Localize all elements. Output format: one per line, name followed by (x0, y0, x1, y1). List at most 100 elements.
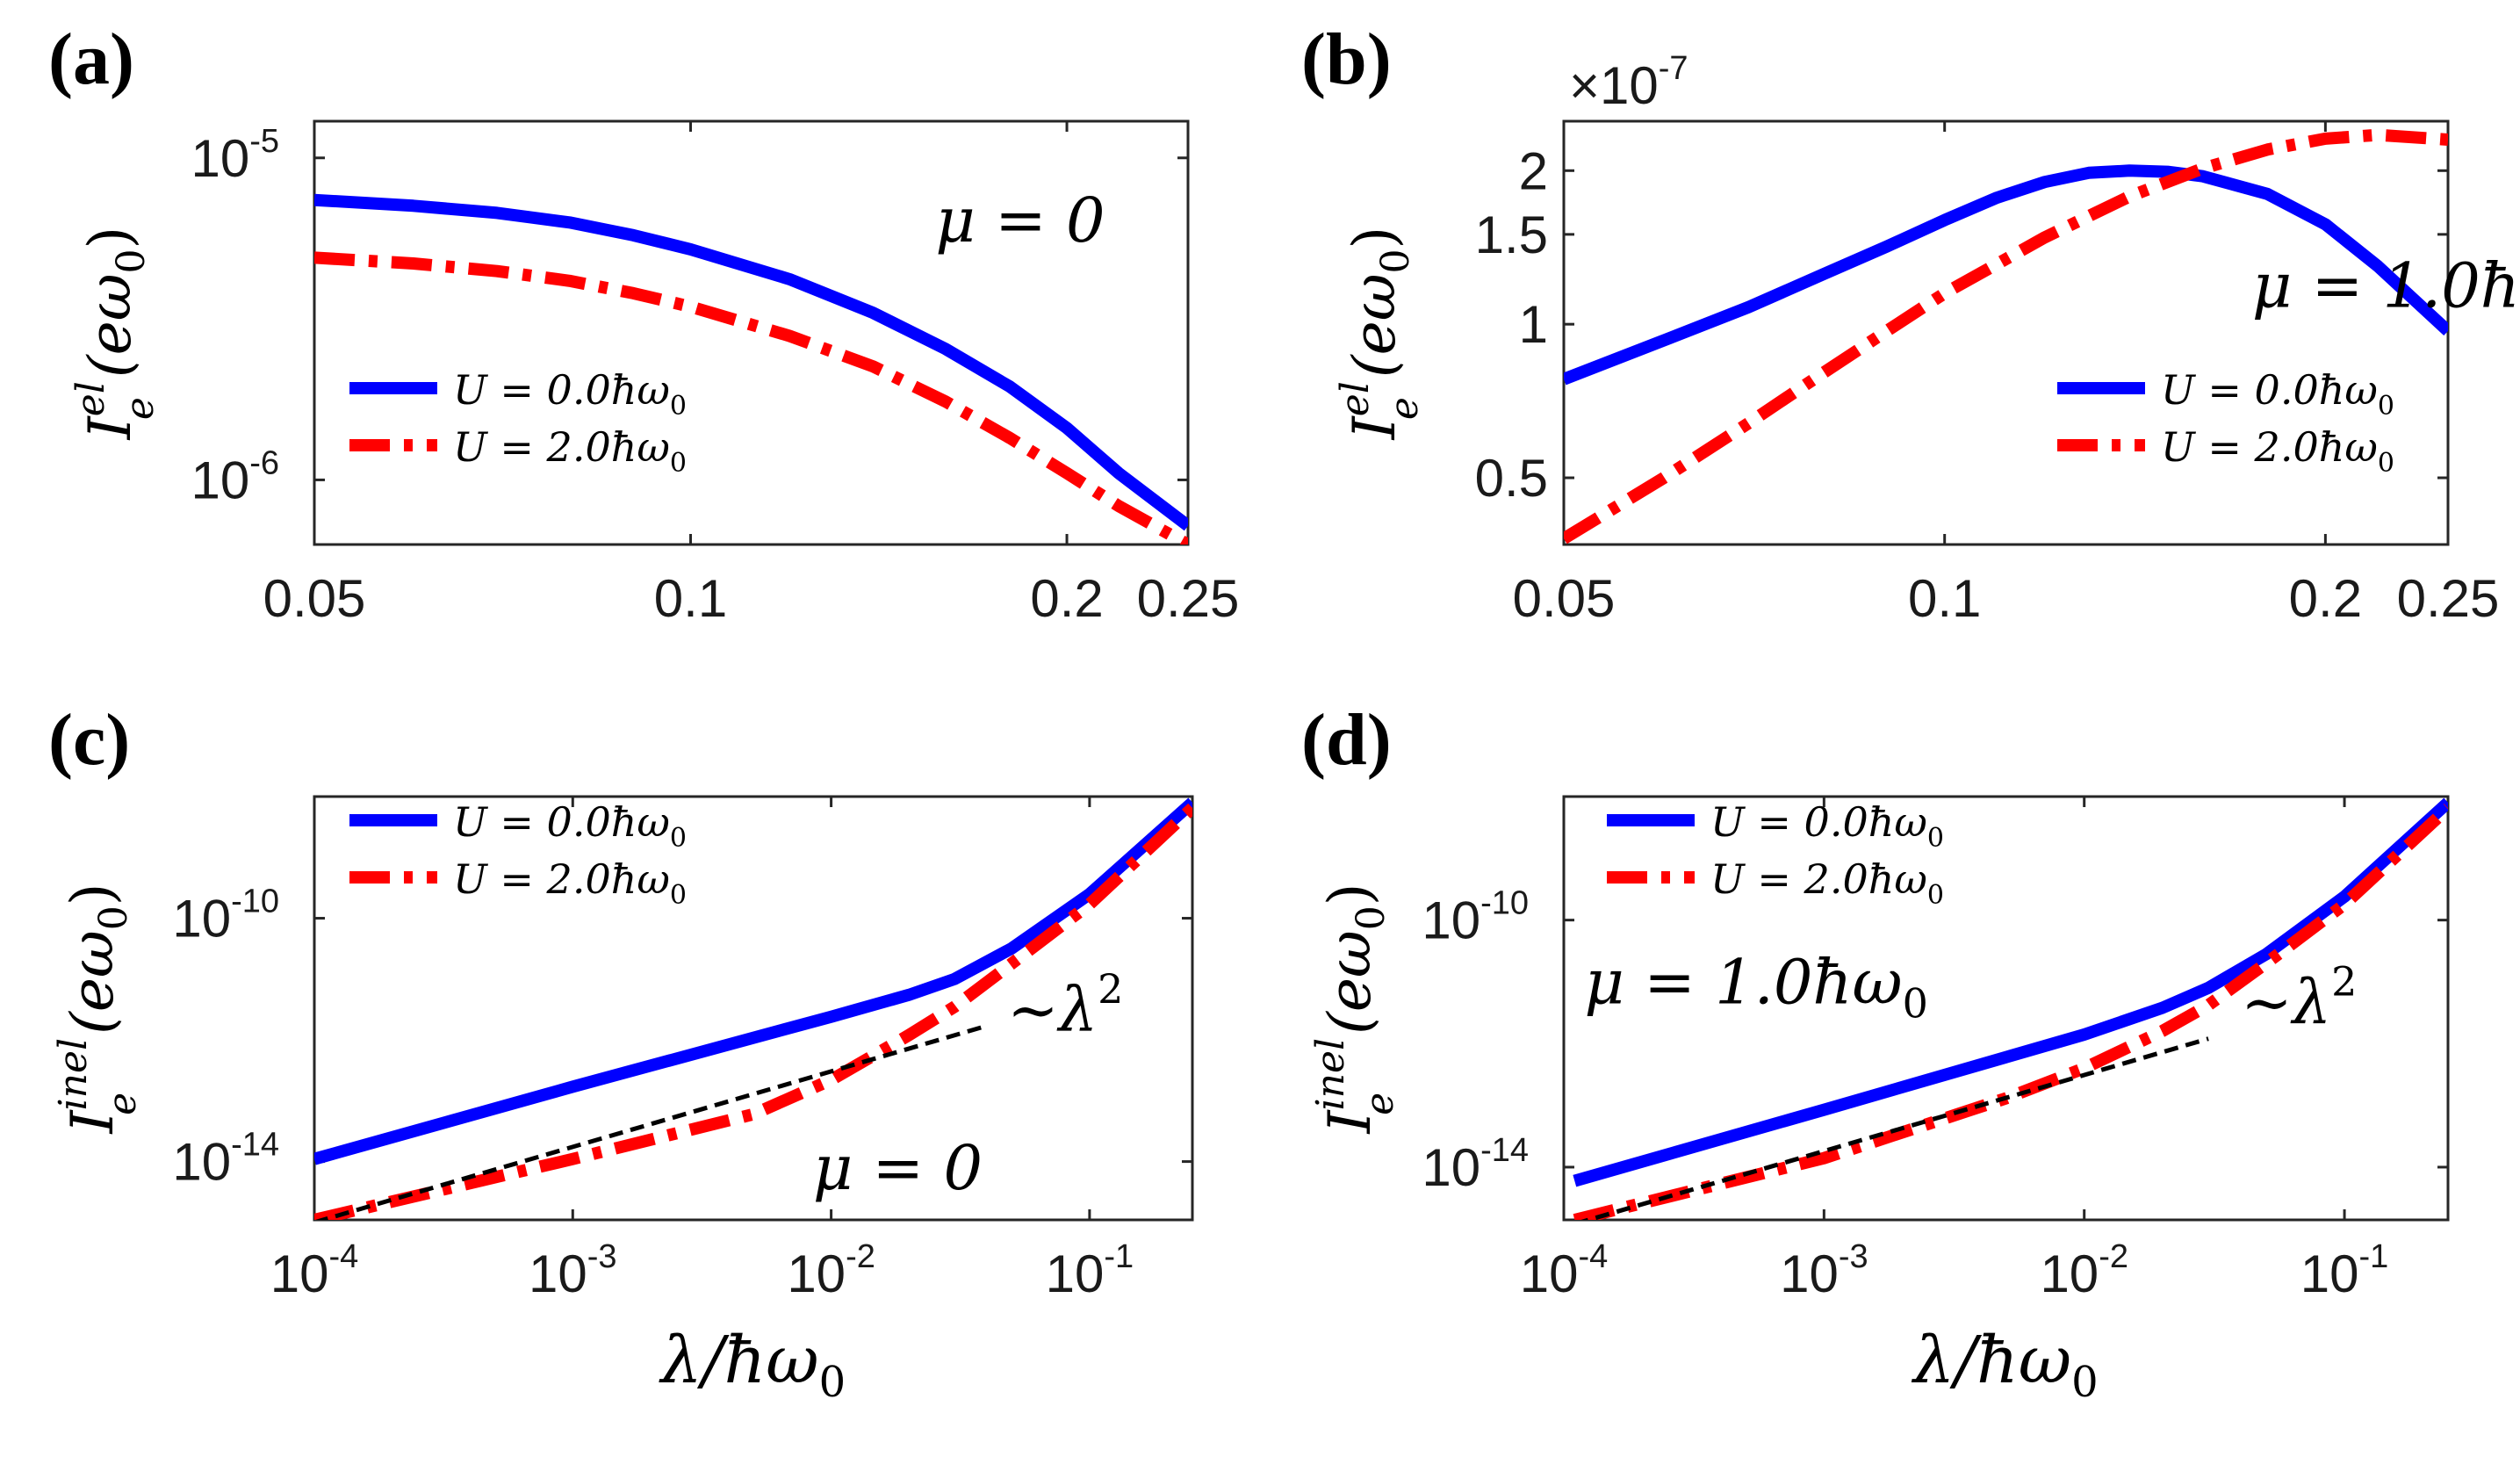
annotation: μ = 1.0ħω0 (2252, 250, 2520, 331)
legend-entry: U = 0.0ħω0 (1710, 798, 1944, 854)
tick-exp: -10 (1480, 885, 1529, 922)
axes-box (313, 119, 1190, 546)
x-tick-label: 0.2 (1030, 569, 1103, 628)
legend-entry: U = 0.0ħω0 (2161, 366, 2394, 422)
x-tick-label: 10-2 (2040, 1238, 2128, 1303)
annotation-text: ~λ (2241, 967, 2331, 1039)
multiplier-exp: -7 (1659, 50, 1688, 87)
tick-base: 10 (787, 1244, 846, 1303)
legend-sub: 0 (2378, 448, 2394, 479)
tick-exp: -4 (328, 1238, 358, 1275)
ylabel-close: ) (1316, 883, 1384, 905)
ylabel-arg: (eω (1316, 930, 1384, 1035)
series-line-u2 (1564, 128, 2448, 545)
legend-text: U = 2.0ħω (453, 423, 670, 471)
legend-text: U = 2.0ħω (453, 855, 670, 903)
y-tick-label: 10-14 (1422, 1132, 1529, 1197)
annotation-text: μ = 0 (935, 184, 1105, 256)
legend-sub: 0 (1927, 880, 1944, 911)
series-line-fit (1580, 1036, 2209, 1220)
legend-sub: 0 (670, 391, 687, 422)
tick-base: 10 (191, 451, 249, 509)
x-tick-label: 0.05 (263, 569, 366, 628)
ylabel-sup: el (1333, 381, 1378, 416)
tick-base: 10 (172, 890, 231, 948)
tick-base: 10 (1422, 1138, 1480, 1197)
legend-sub: 0 (670, 880, 687, 911)
tick-base: 10 (1520, 1244, 1579, 1303)
x-tick-label: 10-4 (1520, 1238, 1609, 1303)
y-tick-label: 10-10 (1422, 885, 1529, 950)
annotation: μ = 0 (813, 1132, 983, 1204)
ylabel-arg: (eω (1341, 273, 1408, 378)
legend-entry: U = 2.0ħω0 (453, 855, 687, 911)
xlabel-sub: 0 (819, 1358, 846, 1407)
ylabel-close: ) (1341, 227, 1408, 249)
series-line-u0 (314, 193, 1188, 531)
xlabel-main: λ/ħω (659, 1323, 819, 1398)
annotation-sup: 2 (1098, 965, 1123, 1013)
x-tick-label: 10-4 (270, 1238, 359, 1303)
annotation-text: μ = 0 (813, 1132, 983, 1204)
x-tick-label: 10-3 (1780, 1238, 1868, 1303)
legend-sub: 0 (670, 823, 687, 854)
tick-exp: -3 (1839, 1238, 1868, 1275)
y-tick-label: 0.5 (1475, 449, 1548, 508)
panel-label: (a) (48, 18, 134, 100)
annotation-sup: 2 (2331, 958, 2357, 1006)
panel-label: (d) (1301, 699, 1392, 781)
legend-text: U = 2.0ħω (2161, 423, 2378, 471)
tick-base: 10 (172, 1133, 231, 1192)
x-tick-label: 0.25 (1137, 569, 1240, 628)
x-tick-label: 0.1 (654, 569, 727, 628)
legend-entry: U = 2.0ħω0 (1710, 855, 1944, 911)
tick-exp: -6 (249, 444, 279, 481)
annotation-sub: 0 (1903, 979, 1928, 1027)
tick-exp: -2 (2099, 1238, 2128, 1275)
ylabel-main: I (76, 415, 144, 440)
series-line-u2 (1573, 804, 2448, 1220)
x-axis-label: λ/ħω0 (1911, 1323, 2098, 1407)
panel-label: (c) (48, 699, 130, 781)
tick-exp: -5 (249, 123, 279, 160)
series-line-u2 (314, 803, 1192, 1220)
ylabel-argsub: 0 (1373, 249, 1418, 273)
ylabel-sup: inel (1308, 1038, 1353, 1111)
annotation: ~λ2 (1007, 965, 1123, 1046)
tick-exp: -10 (231, 884, 279, 920)
y-axis-label: Iel e (eω0) (1333, 227, 1427, 441)
y-axis-label: Iinel e (eω0) (1308, 883, 1402, 1134)
xlabel-sub: 0 (2071, 1358, 2099, 1407)
legend-entry: U = 2.0ħω0 (2161, 423, 2394, 479)
tick-exp: -1 (1104, 1238, 1134, 1275)
tick-base: 10 (191, 129, 249, 188)
legend-text: U = 0.0ħω (1710, 798, 1927, 846)
series-line-u0 (1573, 797, 2448, 1187)
tick-base: 10 (1046, 1244, 1105, 1303)
tick-base: 10 (529, 1244, 587, 1303)
legend-entry: U = 0.0ħω0 (453, 798, 687, 854)
series-group (1564, 128, 2448, 545)
ylabel-sub: e (1382, 397, 1427, 420)
series-line-u2 (314, 251, 1188, 545)
ylabel-sub: e (1357, 1093, 1402, 1115)
series-line-u0 (314, 797, 1192, 1165)
tick-base: 10 (2300, 1244, 2359, 1303)
series-group (314, 797, 1192, 1220)
axes-box (313, 795, 1194, 1222)
ylabel-sup: inel (51, 1038, 96, 1111)
tick-base: 10 (1422, 891, 1480, 950)
ylabel-sub: e (100, 1093, 145, 1115)
x-tick-label: 10-1 (1046, 1238, 1134, 1303)
tick-base: 10 (1780, 1244, 1839, 1303)
legend-entry: U = 2.0ħω0 (453, 423, 687, 479)
annotation-text: ~λ (1007, 974, 1098, 1046)
tick-exp: -1 (2359, 1238, 2389, 1275)
tick-exp: -4 (1578, 1238, 1608, 1275)
annotation: μ = 1.0ħω0 (1584, 946, 1927, 1027)
legend-sub: 0 (1927, 823, 1944, 854)
ylabel-main: I (1341, 415, 1408, 440)
tick-base: 10 (2040, 1244, 2099, 1303)
x-tick-label: 0.25 (2397, 569, 2500, 628)
